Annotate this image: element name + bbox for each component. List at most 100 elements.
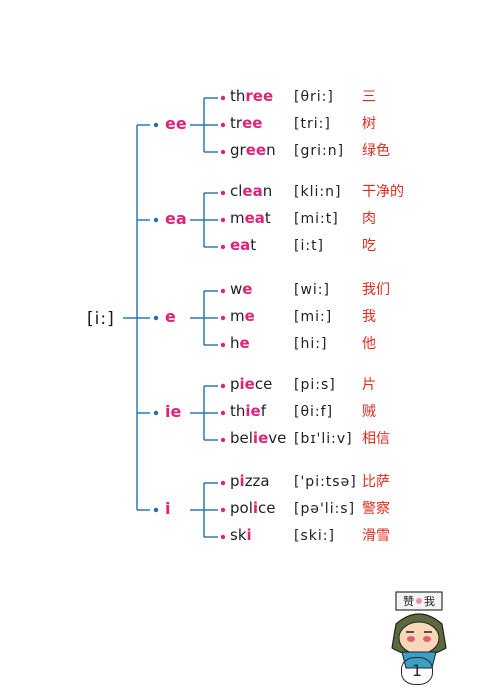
word-dot: [220, 149, 226, 155]
group-dot: [153, 410, 159, 416]
word-spelling: green: [230, 143, 276, 158]
word-highlight: ea: [244, 209, 265, 227]
word-part: w: [230, 280, 243, 298]
word-dot: [220, 315, 226, 321]
word-dot: [220, 534, 226, 540]
mascot-face: [398, 621, 440, 655]
phonetic-transcription: [i:t]: [294, 238, 325, 254]
word-part: n: [262, 182, 273, 200]
word-dot: [220, 437, 226, 443]
page-number: 1: [401, 657, 433, 685]
mascot-cheek: [407, 636, 415, 642]
word-dot: [220, 342, 226, 348]
phonetic-transcription: [pi:s]: [294, 377, 336, 393]
chinese-meaning: 吃: [362, 238, 376, 254]
word-highlight: e: [244, 307, 255, 325]
word-part: th: [230, 87, 246, 105]
chinese-meaning: 干净的: [362, 184, 404, 200]
word-part: n: [266, 141, 276, 159]
mascot-badge-char-1: 赞: [403, 595, 414, 608]
spelling-label: ie: [165, 402, 182, 421]
word-highlight: e: [242, 280, 253, 298]
word-part: ce: [258, 499, 276, 517]
word-highlight: ie: [245, 402, 261, 420]
chinese-meaning: 肉: [362, 211, 376, 227]
word-dot: [220, 288, 226, 294]
word-spelling: meat: [230, 211, 271, 226]
word-spelling: piece: [230, 377, 272, 392]
chinese-meaning: 绿色: [362, 143, 390, 159]
mascot-cheek: [423, 636, 431, 642]
chinese-meaning: 相信: [362, 431, 390, 447]
word-dot: [220, 95, 226, 101]
group-dot: [153, 315, 159, 321]
chinese-meaning: 滑雪: [362, 528, 390, 544]
word-part: bel: [230, 429, 253, 447]
word-spelling: tree: [230, 116, 262, 131]
word-part: tr: [230, 114, 243, 132]
chinese-meaning: 树: [362, 116, 376, 132]
word-dot: [220, 122, 226, 128]
word-highlight: ea: [230, 236, 251, 254]
word-spelling: believe: [230, 431, 286, 446]
chinese-meaning: 警察: [362, 501, 390, 517]
phonetic-transcription: [pə'li:s]: [294, 501, 356, 517]
word-part: zza: [244, 472, 270, 490]
group-dot: [153, 217, 159, 223]
word-spelling: pizza: [230, 474, 270, 489]
word-part: cl: [230, 182, 243, 200]
spelling-label: e: [165, 307, 176, 326]
phonetic-transcription: ['pi:tsə]: [294, 474, 357, 490]
heart-icon: [416, 598, 422, 604]
phonetic-transcription: [ski:]: [294, 528, 335, 544]
chinese-meaning: 片: [362, 377, 376, 393]
word-part: t: [250, 236, 257, 254]
phonetic-transcription: [bɪ'li:v]: [294, 431, 353, 447]
spelling-label: i: [165, 499, 171, 518]
word-spelling: ski: [230, 528, 252, 543]
spelling-label: ea: [165, 209, 187, 228]
word-part: sk: [230, 526, 247, 544]
word-highlight: ee: [242, 114, 263, 132]
word-part: pol: [230, 499, 253, 517]
word-highlight: ie: [239, 375, 255, 393]
phonetic-transcription: [wi:]: [294, 282, 330, 298]
word-highlight: ea: [242, 182, 263, 200]
word-spelling: me: [230, 309, 255, 324]
word-spelling: three: [230, 89, 273, 104]
word-dot: [220, 244, 226, 250]
word-part: gr: [230, 141, 246, 159]
word-dot: [220, 410, 226, 416]
phonetic-transcription: [mi:t]: [294, 211, 339, 227]
chinese-meaning: 贼: [362, 404, 376, 420]
word-spelling: eat: [230, 238, 256, 253]
word-highlight: e: [239, 334, 250, 352]
phonetic-transcription: [θri:]: [294, 89, 334, 105]
word-part: m: [230, 209, 245, 227]
word-dot: [220, 480, 226, 486]
chinese-meaning: 我: [362, 309, 376, 325]
mascot-illustration: 赞 我: [391, 591, 447, 669]
mascot-badge-char-2: 我: [424, 595, 435, 608]
phonetic-transcription: [kli:n]: [294, 184, 342, 200]
word-highlight: i: [239, 472, 245, 490]
word-spelling: we: [230, 282, 252, 297]
word-dot: [220, 217, 226, 223]
word-part: m: [230, 307, 245, 325]
chinese-meaning: 比萨: [362, 474, 390, 490]
word-spelling: thief: [230, 404, 266, 419]
word-dot: [220, 190, 226, 196]
word-spelling: clean: [230, 184, 272, 199]
group-dot: [153, 507, 159, 513]
word-part: ce: [254, 375, 273, 393]
chinese-meaning: 我们: [362, 282, 390, 298]
group-dot: [153, 122, 159, 128]
chinese-meaning: 他: [362, 336, 376, 352]
phonetic-transcription: [tri:]: [294, 116, 331, 132]
word-part: t: [264, 209, 271, 227]
word-part: p: [230, 375, 240, 393]
phonetic-transcription: [hi:]: [294, 336, 328, 352]
phonetic-transcription: [gri:n]: [294, 143, 345, 159]
word-part: ve: [268, 429, 287, 447]
